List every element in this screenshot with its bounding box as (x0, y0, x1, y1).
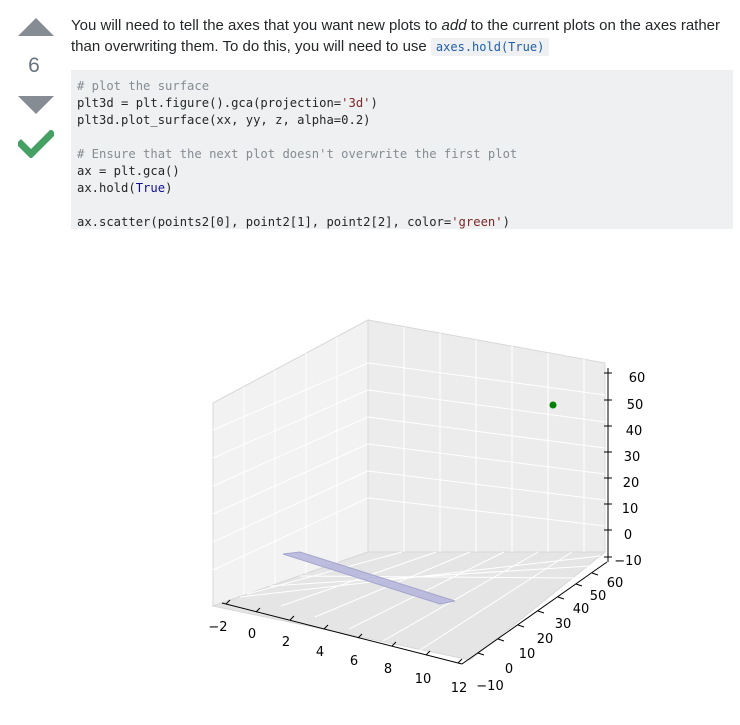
code-keyword: True (135, 181, 166, 195)
x-tick-label: −2 (208, 620, 227, 635)
x-tick-label: 6 (350, 654, 358, 669)
code-string: 'green' (451, 215, 503, 229)
answer-emphasis: add (441, 17, 467, 34)
code-comment: # plot the surface (77, 79, 210, 93)
y-tick-label: 30 (555, 617, 572, 632)
z-axis: 60 50 40 30 20 10 0 −10 (604, 368, 645, 569)
code-line: plt3d = plt.figure().gca(projection= (77, 96, 342, 110)
inline-code: axes.hold(True) (430, 38, 550, 56)
grid-lines (212, 327, 606, 653)
y-tick-label: 20 (537, 632, 554, 647)
vote-count: 6 (28, 54, 40, 77)
x-axis: −2 0 2 4 6 8 10 12 (208, 599, 468, 696)
y-tick-label: 60 (607, 576, 624, 591)
x-tick-label: 12 (451, 681, 468, 696)
z-tick-label: 0 (624, 528, 632, 543)
x-tick-label: 10 (415, 672, 432, 687)
surface-plot (282, 551, 456, 605)
y-axis: −10 0 10 20 30 40 50 60 (461, 561, 624, 694)
accepted-checkmark-icon (18, 130, 54, 158)
z-tick-label: 60 (629, 371, 646, 386)
z-tick-label: 30 (624, 450, 641, 465)
code-comment: # Ensure that the next plot doesn't over… (77, 147, 518, 161)
x-tick-label: 4 (316, 645, 324, 660)
z-tick-label: 40 (626, 424, 643, 439)
code-line: ) (502, 215, 510, 229)
x-tick-label: 2 (282, 635, 290, 650)
x-tick-label: 0 (248, 627, 256, 642)
code-line: ) (370, 96, 378, 110)
code-line: ax.hold( (77, 181, 136, 195)
code-line: ax = plt.gca() (77, 164, 180, 178)
z-tick-label: 50 (627, 398, 644, 413)
z-tick-label: 20 (623, 476, 640, 491)
answer-paragraph: You will need to tell the axes that you … (71, 15, 733, 58)
answer-text-continued: to the current plots on the axes rather … (71, 17, 721, 55)
z-tick-label: 10 (622, 502, 639, 517)
code-line: ax.scatter(points2[0], point2[1], point2… (77, 215, 452, 229)
matplotlib-3d-figure: −2 0 2 4 6 8 10 12 −10 (190, 300, 650, 705)
y-tick-label: 40 (573, 602, 590, 617)
y-tick-label: 50 (590, 589, 607, 604)
y-tick-label: 10 (519, 647, 536, 662)
code-line: ) (165, 181, 173, 195)
z-tick-label: −10 (614, 554, 641, 569)
plot-svg: −2 0 2 4 6 8 10 12 −10 (208, 319, 645, 696)
code-string: '3d' (341, 96, 371, 110)
y-tick-label: −10 (476, 679, 503, 694)
code-block: # plot the surface plt3d = plt.figure().… (71, 70, 733, 229)
x-tick-label: 8 (384, 662, 392, 677)
answer-text: You will need to tell the axes that you … (71, 17, 442, 34)
upvote-arrow-icon[interactable] (18, 18, 54, 36)
floor-pane (211, 551, 607, 661)
code-line: plt3d.plot_surface(xx, yy, z, alpha=0.2) (77, 113, 371, 127)
y-tick-label: 0 (505, 662, 513, 677)
scatter-point (549, 401, 557, 409)
downvote-arrow-icon[interactable] (18, 96, 54, 114)
answer-body: You will need to tell the axes that you … (71, 10, 733, 229)
